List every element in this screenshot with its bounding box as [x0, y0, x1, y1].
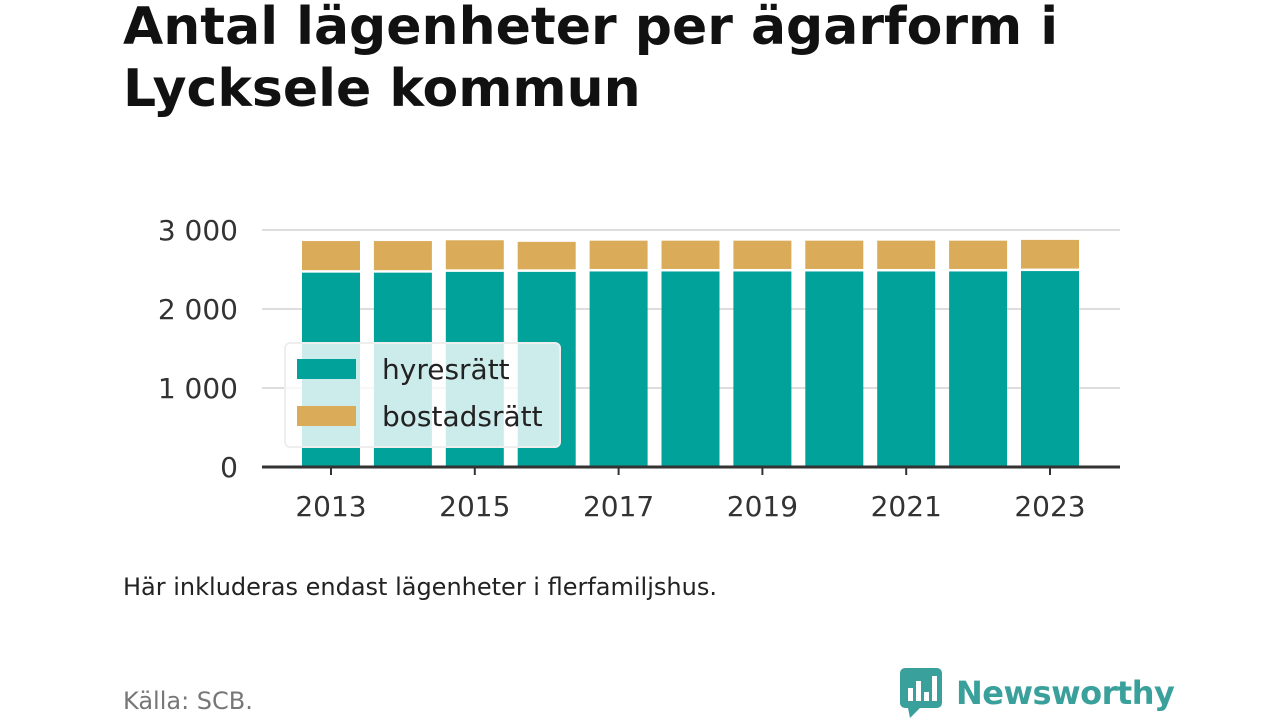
y-tick-label: 1 000: [158, 372, 238, 405]
legend-swatch: [297, 359, 356, 379]
y-tick-label: 3 000: [158, 214, 238, 247]
x-tick-label: 2015: [439, 490, 510, 523]
bar-bostadsratt-2022: [949, 240, 1008, 269]
legend-label: bostadsrätt: [382, 400, 543, 433]
bar-bostadsratt-2015: [445, 240, 504, 270]
chart-note: Här inkluderas endast lägenheter i flerf…: [123, 573, 717, 601]
bar-hyresratt-2022: [949, 271, 1008, 467]
bar-hyresratt-2018: [661, 271, 720, 467]
bar-hyresratt-2020: [805, 271, 864, 467]
bar-bostadsratt-2013: [302, 241, 360, 271]
newsworthy-logo-icon: [900, 668, 942, 718]
bar-bostadsratt-2020: [805, 240, 864, 269]
bar-hyresratt-2021: [877, 271, 936, 467]
chart-title: Antal lägenheter per ägarform i Lycksele…: [123, 0, 1059, 119]
bar-bostadsratt-2016: [517, 241, 576, 270]
bar-bostadsratt-2019: [733, 240, 792, 269]
x-tick-label: 2019: [727, 490, 798, 523]
brand: Newsworthy: [900, 668, 1175, 718]
bar-bostadsratt-2023: [1021, 239, 1079, 269]
legend: hyresrätt bostadsrätt: [284, 342, 561, 448]
y-tick-label: 2 000: [158, 293, 238, 326]
bar-bostadsratt-2018: [661, 240, 720, 269]
source-label: Källa: SCB.: [123, 687, 253, 715]
x-tick-label: 2023: [1014, 490, 1085, 523]
bar-hyresratt-2017: [589, 271, 648, 467]
bar-hyresratt-2019: [733, 271, 792, 467]
x-tick-label: 2017: [583, 490, 654, 523]
bar-bostadsratt-2017: [589, 240, 648, 269]
axes: 0 1 000 2 000 3 000 2013 2015 2017 2019 2021 2023: [158, 214, 1120, 523]
legend-label: hyresrätt: [382, 353, 510, 386]
y-tick-label: 0: [220, 451, 238, 484]
x-tick-label: 2021: [871, 490, 942, 523]
stacked-bar-chart: 0 1 000 2 000 3 000 2013 2015 2017 2019 2021 2023…: [158, 214, 1120, 523]
legend-swatch: [297, 406, 356, 426]
bar-bostadsratt-2021: [877, 240, 936, 269]
bar-hyresratt-2023: [1021, 271, 1079, 467]
brand-name: Newsworthy: [956, 674, 1175, 712]
bar-bostadsratt-2014: [373, 241, 432, 271]
x-tick-label: 2013: [295, 490, 366, 523]
